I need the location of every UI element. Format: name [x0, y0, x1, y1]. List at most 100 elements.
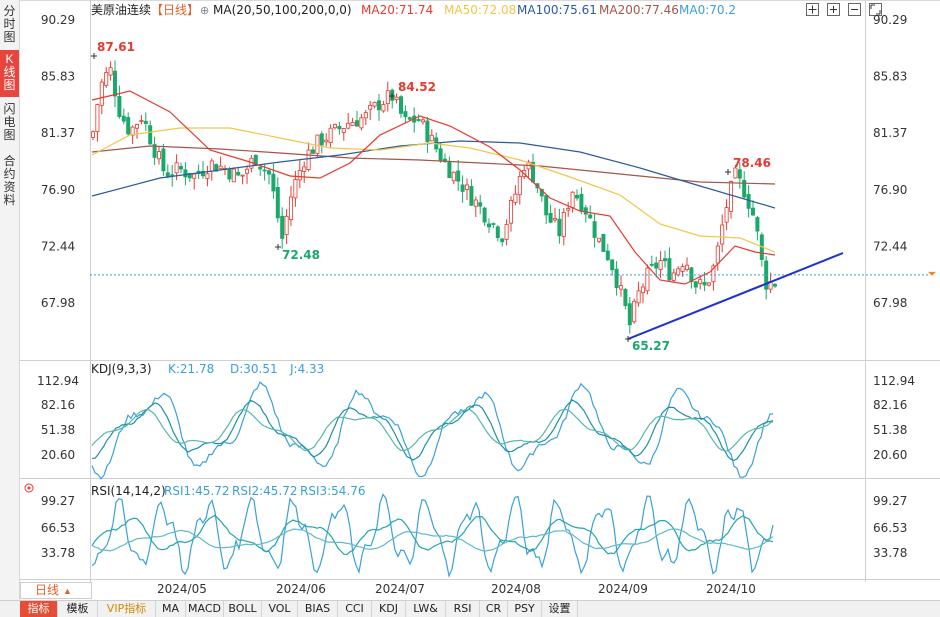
tab-bias[interactable]: BIAS — [298, 601, 338, 617]
candle-body — [262, 169, 267, 172]
last-price-marker — [928, 271, 936, 276]
candle-body — [117, 96, 122, 117]
candle-body — [293, 179, 298, 199]
tab-templates[interactable]: 模板 — [58, 601, 98, 617]
candle-body — [288, 196, 293, 220]
candle-body — [337, 125, 342, 130]
candle-body — [641, 286, 646, 294]
candle-body — [403, 111, 408, 118]
ma20-value: MA20:71.74 — [361, 3, 433, 17]
kdj-tick-right: 20.60 — [873, 448, 907, 462]
candle-body — [438, 148, 443, 161]
kdj-d-value: D:30.51 — [230, 362, 278, 376]
candle-body — [354, 120, 359, 127]
rsi-tick-left: 33.78 — [41, 546, 75, 560]
tab-settings[interactable]: 设置 — [542, 601, 578, 617]
kdj-j-value: J:4.33 — [289, 362, 324, 376]
tab-macd[interactable]: MACD — [186, 601, 224, 617]
candle-body — [297, 170, 302, 181]
tab-kline[interactable]: K线图 — [0, 50, 19, 97]
extreme-marker — [725, 169, 731, 175]
candle-body — [729, 181, 734, 212]
indicator-tabs-bar: 指标 模板 VIP指标 MA MACD BOLL VOL BIAS CCI KD… — [0, 600, 940, 617]
candle-body — [200, 170, 205, 177]
candle-body — [464, 184, 469, 190]
candle-body — [751, 207, 756, 216]
candle-body — [302, 166, 307, 172]
tab-lightning[interactable]: 闪电图 — [3, 102, 16, 142]
candle-body — [711, 265, 716, 283]
kdj-tick-right: 112.94 — [873, 374, 915, 388]
price-tick-right: 85.83 — [873, 70, 907, 84]
price-tick-right: 67.98 — [873, 296, 907, 310]
candle-body — [601, 233, 606, 252]
candlestick-chart[interactable]: 美原油连续 【日线】 ⊕ MA(20,50,100,200,0,0) MA20:… — [20, 0, 940, 600]
candle-body — [385, 90, 390, 104]
zoom-in-icon[interactable] — [827, 3, 840, 16]
price-tick-right: 90.29 — [873, 13, 907, 27]
rsi2-line — [91, 514, 774, 556]
low-label-1: 72.48 — [282, 248, 320, 262]
candle-body — [579, 193, 584, 212]
candle-body — [575, 194, 580, 199]
ma50-value: MA50:72.08 — [444, 3, 516, 17]
indicator-settings-icon[interactable] — [24, 483, 34, 493]
tab-vip-indicators[interactable]: VIP指标 — [98, 601, 156, 617]
ma50-line — [91, 127, 776, 253]
candle-body — [500, 238, 505, 243]
candle-body — [192, 173, 197, 179]
candle-body — [143, 120, 148, 124]
candle-body — [113, 70, 118, 97]
price-tick-left: 85.83 — [41, 70, 75, 84]
candle-body — [570, 191, 575, 208]
move-icon[interactable] — [806, 3, 819, 16]
extreme-marker — [389, 93, 395, 99]
tab-timeshare[interactable]: 分时图 — [3, 4, 16, 44]
candle-body — [733, 167, 738, 179]
candle-body — [135, 124, 140, 129]
extreme-marker — [91, 53, 97, 59]
tab-cci[interactable]: CCI — [338, 601, 372, 617]
candle-body — [275, 187, 280, 219]
candle-body — [491, 223, 496, 225]
rsi-tick-right: 66.53 — [873, 521, 907, 535]
tab-lwr[interactable]: LW& — [406, 601, 446, 617]
symbol-name: 美原油连续 — [91, 2, 151, 17]
tab-cr[interactable]: CR — [480, 601, 508, 617]
kdj-d-line — [91, 408, 774, 452]
settings-icon[interactable]: ⊕ — [200, 4, 209, 17]
tab-psy[interactable]: PSY — [508, 601, 542, 617]
candle-body — [605, 250, 610, 261]
candle-body — [368, 104, 373, 110]
candle-body — [381, 104, 386, 112]
candle-body — [104, 72, 109, 86]
tab-indicators[interactable]: 指标 — [20, 601, 58, 617]
kdj-tick-right: 51.38 — [873, 423, 907, 437]
tab-rsi[interactable]: RSI — [446, 601, 480, 617]
ma100-value: MA100:75.61 — [517, 3, 597, 17]
candle-body — [658, 260, 663, 271]
time-label: 2024/07 — [375, 582, 425, 596]
tab-boll[interactable]: BOLL — [224, 601, 262, 617]
tab-vol[interactable]: VOL — [262, 601, 298, 617]
fullscreen-icon[interactable] — [869, 3, 882, 16]
zoom-out-icon[interactable] — [848, 3, 861, 16]
tab-kdj[interactable]: KDJ — [372, 601, 406, 617]
tab-contract-info[interactable]: 合约资料 — [3, 154, 16, 207]
candle-body — [610, 259, 615, 271]
candle-body — [416, 118, 421, 122]
candle-body — [553, 217, 558, 221]
candle-body — [482, 207, 487, 223]
kdj-j-line — [91, 381, 774, 480]
candle-body — [469, 185, 474, 206]
tab-ma[interactable]: MA — [156, 601, 186, 617]
candle-body — [218, 165, 223, 170]
candle-body — [654, 262, 659, 269]
candle-body — [148, 125, 153, 145]
candle-body — [460, 184, 465, 192]
rsi2-value: RSI2:45.72 — [232, 484, 298, 498]
period-selector[interactable]: 日线 ▲ — [20, 582, 92, 599]
time-label: 2024/06 — [276, 582, 326, 596]
candle-body — [566, 208, 571, 211]
high-label-3: 78.46 — [733, 156, 771, 170]
